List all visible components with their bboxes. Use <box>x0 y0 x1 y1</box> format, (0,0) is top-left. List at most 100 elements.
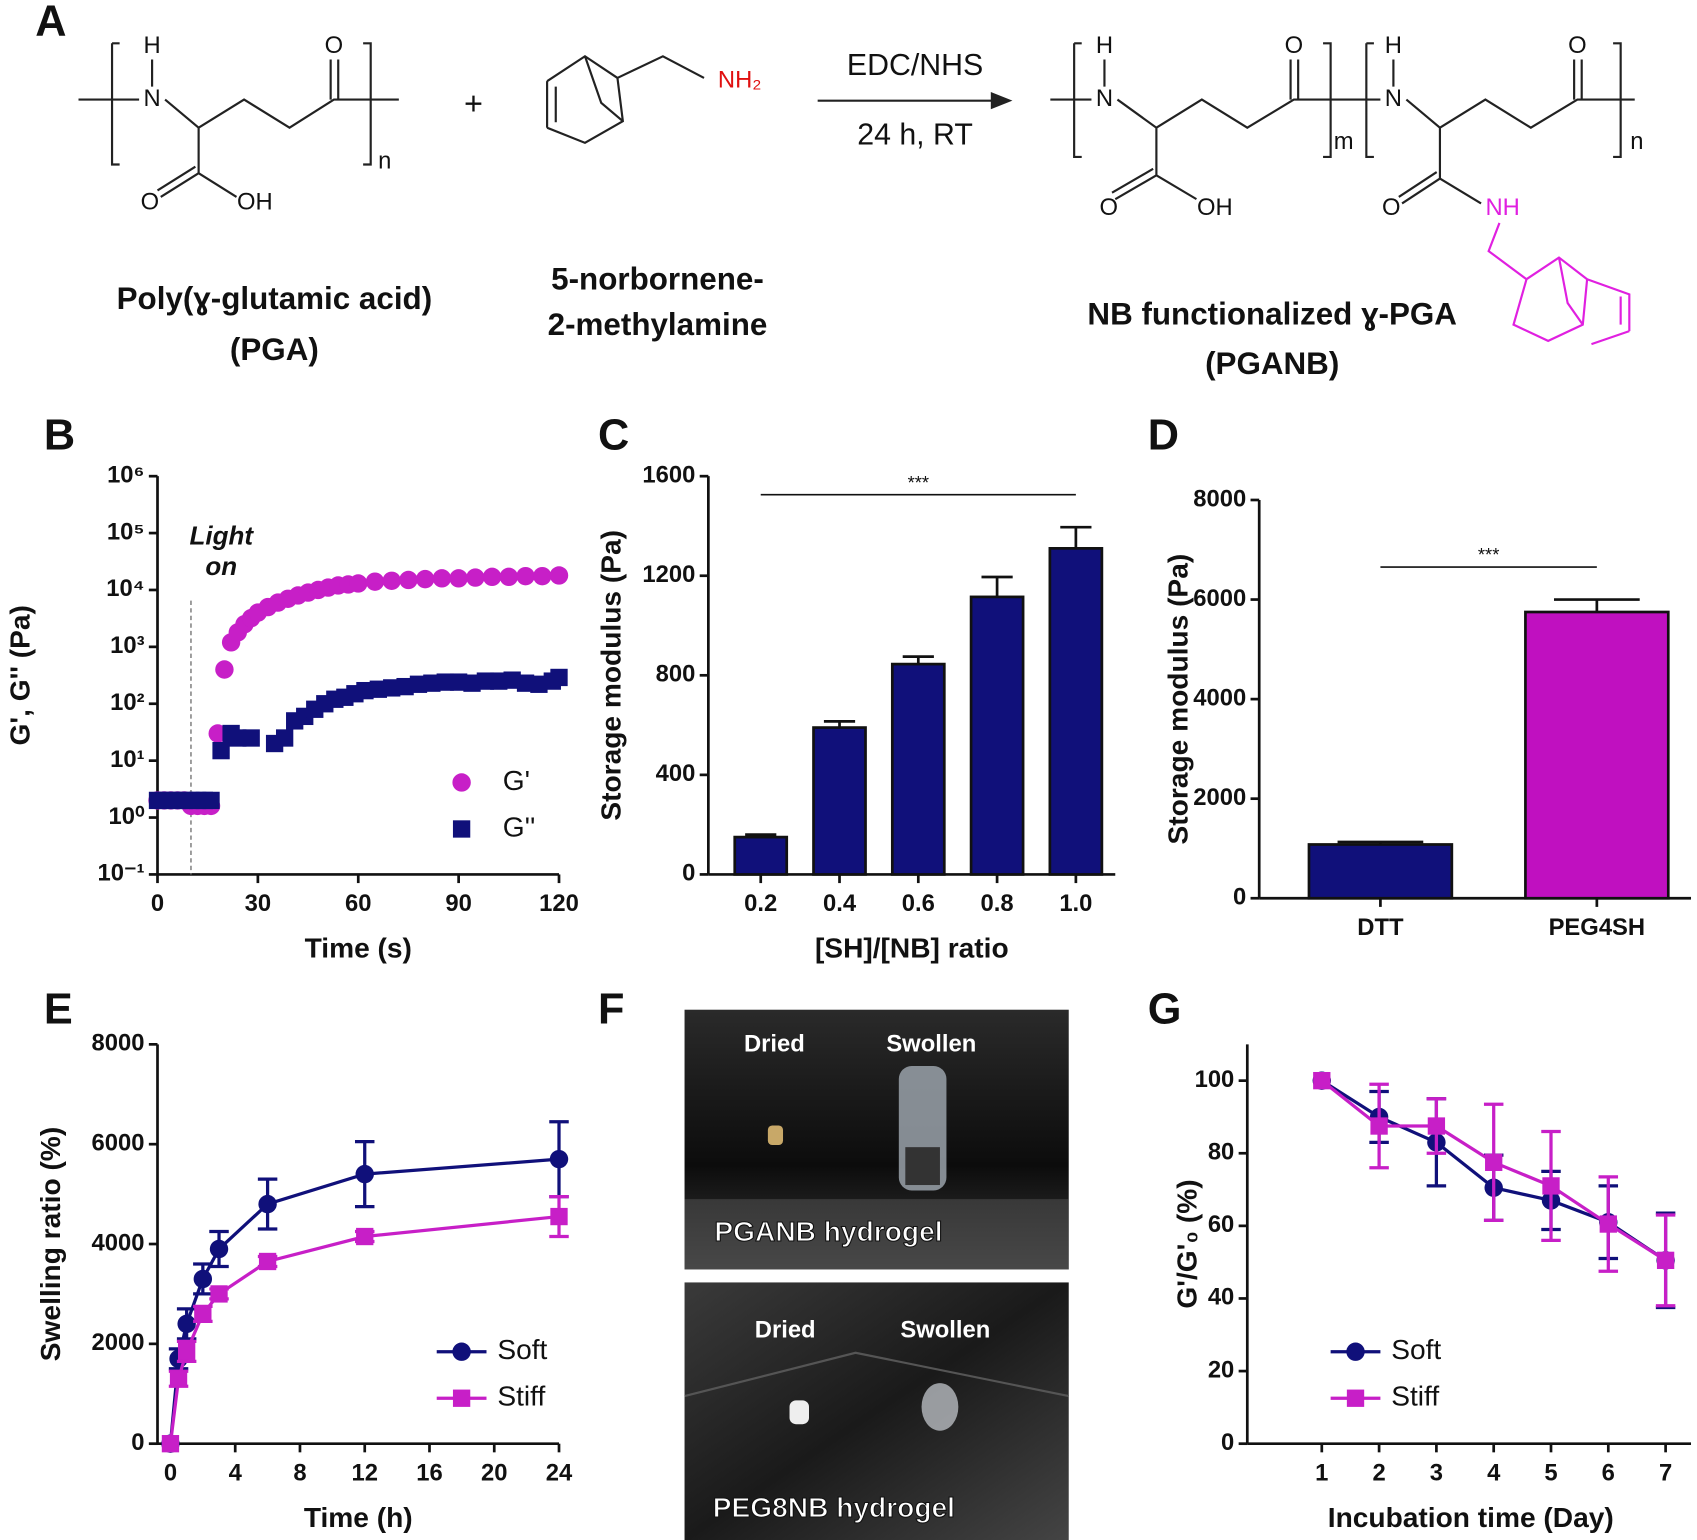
bar <box>1048 547 1104 876</box>
marker <box>399 570 418 590</box>
panel-label: D <box>1148 412 1179 460</box>
y-tick-label: 6000 <box>92 1129 145 1156</box>
x-tick-label: 12 <box>351 1459 377 1486</box>
x-tick-label: 0.8 <box>981 890 1014 917</box>
y-tick-label: 2000 <box>1193 784 1246 811</box>
bar <box>1307 843 1454 900</box>
marker <box>1599 1215 1617 1233</box>
x-tick-label: 6 <box>1602 1459 1615 1486</box>
marker <box>533 566 552 586</box>
y-tick-label: 10² <box>110 689 144 716</box>
x-axis-title: [SH]/[NB] ratio <box>815 933 1009 964</box>
marker <box>194 1305 212 1323</box>
atom: NH₂ <box>718 66 762 93</box>
y-tick-label: 10⁰ <box>108 803 144 830</box>
marker <box>209 1239 229 1259</box>
y-axis-title: Storage modulus (Pa) <box>596 530 627 821</box>
y-tick-label: 1600 <box>642 461 695 488</box>
scheme: A H N O n O OH Poly(ɣ-glutamic acid) (PG… <box>35 0 1643 381</box>
marker <box>503 671 521 689</box>
y-tick-label: 1200 <box>642 561 695 588</box>
bar <box>733 835 789 876</box>
x-tick-label: 60 <box>345 890 371 917</box>
marker <box>229 729 247 747</box>
x-tick-label: 0 <box>164 1459 177 1486</box>
legend-marker <box>452 820 471 838</box>
x-tick-label: 4 <box>229 1459 243 1486</box>
y-tick-label: 100 <box>1195 1066 1235 1093</box>
marker <box>396 677 414 696</box>
panel-label: C <box>598 412 629 460</box>
photo-edge <box>684 1351 1069 1398</box>
panel-label: E <box>44 985 73 1033</box>
compound-name: 2-methylamine <box>548 307 768 342</box>
significance-label: *** <box>1478 544 1499 565</box>
x-tick-label: DTT <box>1357 914 1404 941</box>
marker <box>482 567 502 587</box>
marker <box>550 1207 568 1226</box>
x-axis-title: Time (s) <box>305 933 412 964</box>
marker <box>210 1285 228 1303</box>
marker <box>258 1194 277 1214</box>
marker <box>516 674 535 692</box>
x-tick-label: 0.4 <box>823 890 857 917</box>
photo-caption: PGANB hydrogel <box>714 1216 942 1247</box>
y-tick-label: 20 <box>1208 1356 1234 1383</box>
marker <box>449 569 468 588</box>
x-tick-label: 8 <box>293 1459 306 1486</box>
photo-label: Swollen <box>886 1031 976 1058</box>
y-tick-label: 40 <box>1208 1284 1234 1311</box>
atom: H <box>143 32 160 59</box>
marker <box>177 1314 196 1334</box>
bar <box>969 595 1025 876</box>
panel-label: F <box>598 985 624 1033</box>
panel-label: A <box>35 0 66 45</box>
atom: O <box>1100 194 1119 221</box>
dried-gel <box>767 1125 784 1145</box>
y-tick-label: 10⁵ <box>107 518 145 545</box>
compound-name: NB functionalized ɣ-PGA <box>1087 296 1457 331</box>
marker <box>1656 1251 1675 1270</box>
marker <box>355 1164 374 1184</box>
photos: F Dried Swollen PGANB hydrogel Dried Swo… <box>598 985 1069 1540</box>
legend-marker <box>1346 1389 1365 1407</box>
y-tick-label: 10⁶ <box>107 461 144 488</box>
marker <box>432 569 452 588</box>
legend-marker <box>452 1389 471 1407</box>
y-tick-label: 8000 <box>92 1030 145 1057</box>
y-tick-label: 2000 <box>92 1329 145 1356</box>
photo-tray <box>684 1199 1069 1270</box>
marker <box>415 569 435 589</box>
condition: EDC/NHS <box>847 49 983 82</box>
legend-label: Soft <box>497 1334 547 1365</box>
marker <box>409 675 428 693</box>
atom: H <box>1385 32 1402 59</box>
y-tick-label: 10⁻¹ <box>98 860 145 887</box>
marker <box>383 679 401 697</box>
photo <box>684 1282 1069 1540</box>
marker <box>258 1252 277 1271</box>
pga-bonds <box>78 42 399 198</box>
marker <box>499 567 519 587</box>
swollen-gel-base <box>905 1147 940 1186</box>
marker <box>382 571 401 590</box>
y-tick-label: 0 <box>682 860 695 887</box>
marker <box>476 672 495 690</box>
marker <box>449 673 468 691</box>
condition: 24 h, RT <box>857 118 973 151</box>
legend-label: Stiff <box>497 1381 545 1412</box>
y-axis-title: Swelling ratio (%) <box>35 1127 66 1361</box>
annotation: on <box>205 551 237 581</box>
x-axis-title: Time (h) <box>304 1502 413 1533</box>
x-tick-label: 20 <box>481 1459 507 1486</box>
y-tick-label: 10³ <box>110 632 144 659</box>
y-tick-label: 0 <box>131 1429 144 1456</box>
atom: O <box>1382 194 1401 221</box>
marker <box>215 660 234 679</box>
y-tick-label: 400 <box>656 760 696 787</box>
legend-marker <box>452 1342 471 1361</box>
y-tick-label: 0 <box>1221 1429 1234 1456</box>
legend-marker <box>1346 1342 1365 1361</box>
marker <box>193 1269 213 1289</box>
